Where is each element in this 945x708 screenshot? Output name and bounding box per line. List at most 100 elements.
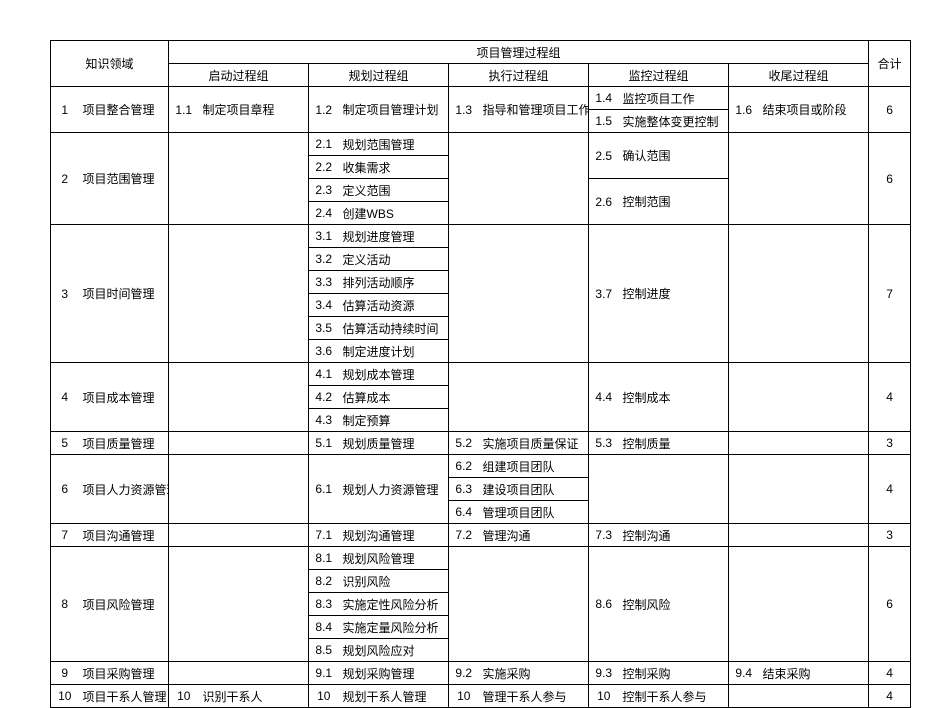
cell-txt: 规划风险管理: [339, 547, 449, 570]
cell-txt: 控制范围: [619, 179, 729, 225]
row-index: 7: [51, 524, 79, 547]
row-area: 项目干系人管理: [79, 685, 169, 708]
cell-num: 10: [309, 685, 339, 708]
row-area: 项目成本管理: [79, 363, 169, 432]
cell-txt: 估算成本: [339, 386, 449, 409]
cell-num: 5.1: [309, 432, 339, 455]
cell-num: 8.2: [309, 570, 339, 593]
cell-txt: 制定预算: [339, 409, 449, 432]
cell-empty: [169, 133, 309, 225]
row-index: 9: [51, 662, 79, 685]
cell-num: 2.2: [309, 156, 339, 179]
row-index: 5: [51, 432, 79, 455]
cell-num: 10: [589, 685, 619, 708]
row-total: 7: [869, 225, 911, 363]
cell-txt: 确认范围: [619, 133, 729, 179]
row-index: 1: [51, 87, 79, 133]
cell-empty: [729, 432, 869, 455]
cell-num: 9.2: [449, 662, 479, 685]
cell-empty: [729, 363, 869, 432]
hdr-knowledge-area: 知识领域: [51, 41, 169, 87]
cell-txt: 控制风险: [619, 547, 729, 662]
header-row-1: 知识领域 项目管理过程组 合计: [51, 41, 911, 64]
cell-txt: 组建项目团队: [479, 455, 589, 478]
cell-txt: 结束采购: [759, 662, 869, 685]
cell-num: 1.4: [589, 87, 619, 110]
cell-num: 4.3: [309, 409, 339, 432]
cell-txt: 收集需求: [339, 156, 449, 179]
cell-txt: 管理沟通: [479, 524, 589, 547]
row-total: 4: [869, 455, 911, 524]
cell-num: 5.2: [449, 432, 479, 455]
cell-num: 3.3: [309, 271, 339, 294]
cell-num: 1.1: [169, 87, 199, 133]
cell-txt: 规划成本管理: [339, 363, 449, 386]
hdr-planning: 规划过程组: [309, 64, 449, 87]
cell-num: 3.6: [309, 340, 339, 363]
header-row-2: 启动过程组 规划过程组 执行过程组 监控过程组 收尾过程组: [51, 64, 911, 87]
cell-num: 10: [169, 685, 199, 708]
cell-txt: 规划进度管理: [339, 225, 449, 248]
table-row: 8项目风险管理8.1规划风险管理8.6控制风险6: [51, 547, 911, 570]
cell-txt: 制定进度计划: [339, 340, 449, 363]
cell-num: 9.3: [589, 662, 619, 685]
row-total: 3: [869, 524, 911, 547]
row-area: 项目沟通管理: [79, 524, 169, 547]
cell-empty: [169, 432, 309, 455]
cell-txt: 控制成本: [619, 363, 729, 432]
cell-num: 4.1: [309, 363, 339, 386]
cell-num: 8.1: [309, 547, 339, 570]
row-area: 项目风险管理: [79, 547, 169, 662]
cell-txt: 实施定性风险分析: [339, 593, 449, 616]
cell-empty: [169, 524, 309, 547]
table-row: 5项目质量管理5.1规划质量管理5.2实施项目质量保证5.3控制质量3: [51, 432, 911, 455]
cell-txt: 实施定量风险分析: [339, 616, 449, 639]
cell-empty: [449, 133, 589, 225]
table-row: 7项目沟通管理7.1规划沟通管理7.2管理沟通7.3控制沟通3: [51, 524, 911, 547]
cell-empty: [169, 547, 309, 662]
row-index: 10: [51, 685, 79, 708]
cell-txt: 规划干系人管理: [339, 685, 449, 708]
cell-num: 1.6: [729, 87, 759, 133]
cell-txt: 排列活动顺序: [339, 271, 449, 294]
cell-txt: 建设项目团队: [479, 478, 589, 501]
table-row: 4项目成本管理4.1规划成本管理4.4控制成本4: [51, 363, 911, 386]
cell-empty: [449, 225, 589, 363]
cell-num: 3.7: [589, 225, 619, 363]
cell-empty: [729, 524, 869, 547]
cell-txt: 控制干系人参与: [619, 685, 729, 708]
cell-num: 7.1: [309, 524, 339, 547]
cell-num: 3.5: [309, 317, 339, 340]
row-total: 3: [869, 432, 911, 455]
cell-txt: 估算活动资源: [339, 294, 449, 317]
cell-num: 2.5: [589, 133, 619, 179]
cell-empty: [729, 685, 869, 708]
row-area: 项目人力资源管理: [79, 455, 169, 524]
row-index: 3: [51, 225, 79, 363]
cell-empty: [449, 547, 589, 662]
cell-num: 2.6: [589, 179, 619, 225]
row-total: 6: [869, 547, 911, 662]
cell-num: 6.1: [309, 455, 339, 524]
cell-txt: 控制质量: [619, 432, 729, 455]
cell-txt: 管理干系人参与: [479, 685, 589, 708]
cell-empty: [729, 547, 869, 662]
cell-txt: 识别干系人: [199, 685, 309, 708]
cell-txt: 规划人力资源管理: [339, 455, 449, 524]
cell-empty: [729, 225, 869, 363]
cell-num: 2.1: [309, 133, 339, 156]
cell-num: 1.5: [589, 110, 619, 133]
cell-num: 9.1: [309, 662, 339, 685]
cell-num: 5.3: [589, 432, 619, 455]
table-row: 10项目干系人管理10识别干系人10规划干系人管理10管理干系人参与10控制干系…: [51, 685, 911, 708]
cell-txt: 实施采购: [479, 662, 589, 685]
table-row: 3项目时间管理3.1规划进度管理3.7控制进度7: [51, 225, 911, 248]
table-row: 1项目整合管理1.1制定项目章程1.2制定项目管理计划1.3指导和管理项目工作1…: [51, 87, 911, 110]
row-total: 4: [869, 363, 911, 432]
row-area: 项目范围管理: [79, 133, 169, 225]
cell-num: 4.4: [589, 363, 619, 432]
cell-num: 8.6: [589, 547, 619, 662]
cell-num: 6.3: [449, 478, 479, 501]
cell-empty: [169, 662, 309, 685]
cell-num: 2.3: [309, 179, 339, 202]
